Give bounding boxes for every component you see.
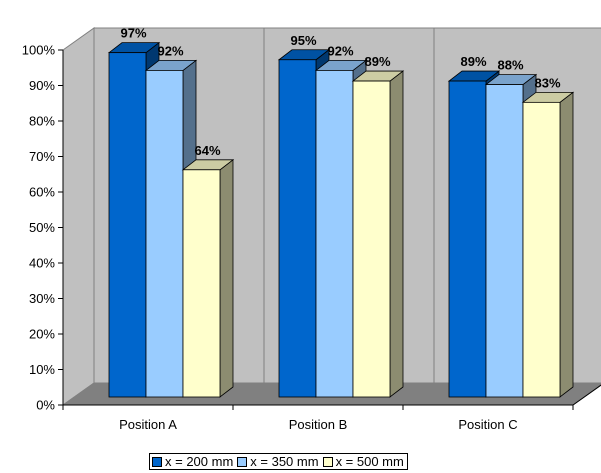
bar-front xyxy=(485,84,524,398)
legend-swatch-series-2 xyxy=(237,456,248,467)
legend-swatch-series-1 xyxy=(152,456,162,467)
bar-3-position-b xyxy=(351,70,405,398)
legend-item-series-1: x = 200 mm xyxy=(152,454,233,469)
y-axis: 0% 10% 20% 30% 40% 50% 60% 70% 80% 90% 100% xyxy=(22,43,64,413)
y-tick-label: 60% xyxy=(29,185,55,200)
legend: x = 200 mm x = 350 mm x = 500 mm xyxy=(149,453,408,470)
data-label: 88% xyxy=(497,58,523,73)
y-tick-label: 30% xyxy=(29,291,55,306)
bar-front xyxy=(108,52,147,398)
legend-item-series-3: x = 500 mm xyxy=(322,454,404,469)
bar-side xyxy=(559,91,574,398)
y-tick-label: 20% xyxy=(29,327,55,342)
y-tick-label: 10% xyxy=(29,362,55,377)
data-labels: 97% 92% 64% 95% 92% 89% 89% 88% 83% xyxy=(120,26,560,158)
legend-label-series-2: x = 350 mm xyxy=(250,454,319,469)
y-tick-label: 0% xyxy=(36,398,55,413)
data-label: 89% xyxy=(460,54,486,69)
legend-swatch-series-3 xyxy=(322,456,333,467)
x-tick-label: Position A xyxy=(119,417,177,432)
x-axis-depth-edge xyxy=(572,384,601,406)
bar-front xyxy=(145,70,184,398)
x-tick-label: Position B xyxy=(289,417,348,432)
data-label: 64% xyxy=(194,143,220,158)
bars xyxy=(107,41,575,398)
data-label: 92% xyxy=(157,43,183,58)
bar-3-position-c xyxy=(521,91,575,398)
bar-front xyxy=(278,59,317,398)
y-tick-label: 80% xyxy=(29,114,55,129)
y-tick-label: 90% xyxy=(29,78,55,93)
data-label: 97% xyxy=(120,26,146,41)
y-tick-label: 50% xyxy=(29,220,55,235)
bar-front xyxy=(448,80,487,398)
bar-3-position-a xyxy=(181,158,235,398)
bar-side xyxy=(219,158,234,398)
y-tick-label: 40% xyxy=(29,256,55,271)
data-label: 83% xyxy=(534,75,560,90)
legend-label-series-1: x = 200 mm xyxy=(165,454,234,469)
data-label: 95% xyxy=(290,33,316,48)
x-tick-label: Position C xyxy=(458,417,517,432)
bar-front xyxy=(352,80,391,398)
bar-front xyxy=(522,101,561,398)
legend-label-series-3: x = 500 mm xyxy=(335,454,404,469)
y-tick-label: 100% xyxy=(22,43,56,58)
side-wall xyxy=(62,27,95,406)
bar-front xyxy=(315,70,354,398)
data-label: 92% xyxy=(327,43,353,58)
bar-front xyxy=(182,169,221,398)
y-tick-label: 70% xyxy=(29,149,55,164)
data-label: 89% xyxy=(364,54,390,69)
x-axis: Position A Position B Position C xyxy=(62,384,601,432)
bar-side xyxy=(389,70,404,398)
legend-item-series-2: x = 350 mm xyxy=(237,454,319,469)
